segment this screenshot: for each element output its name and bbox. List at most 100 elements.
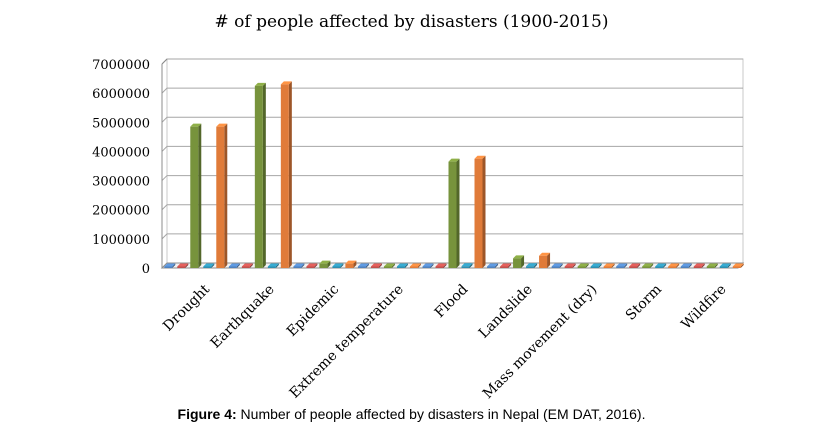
bar xyxy=(332,263,344,268)
y-tick-label: 4000000 xyxy=(92,145,150,160)
bar-front xyxy=(551,266,560,268)
bars xyxy=(164,81,744,269)
y-tick-label: 3000000 xyxy=(92,175,150,190)
bar xyxy=(526,263,538,268)
bar xyxy=(422,263,434,268)
bar-side xyxy=(663,263,667,268)
bar xyxy=(448,158,460,268)
bar-front xyxy=(435,266,444,268)
bar-side xyxy=(301,263,305,268)
bar-top xyxy=(732,263,744,267)
bar-top xyxy=(706,263,718,267)
bar xyxy=(732,263,744,268)
bar-top xyxy=(241,263,253,267)
y-tick-label: 0 xyxy=(142,262,150,277)
gridline xyxy=(161,87,743,94)
bar-front xyxy=(513,258,522,268)
bar-side xyxy=(172,263,176,268)
bar-side xyxy=(288,81,292,269)
bar-front xyxy=(693,266,702,268)
bar xyxy=(267,263,279,268)
bar-front xyxy=(461,266,470,268)
bar-side xyxy=(727,263,731,268)
bar-top xyxy=(254,82,266,86)
gridline xyxy=(161,116,743,123)
bar xyxy=(577,263,589,268)
bar xyxy=(564,263,576,268)
bar xyxy=(396,263,408,268)
bar-side xyxy=(701,263,705,268)
bar-front xyxy=(280,84,289,269)
bar xyxy=(370,263,382,268)
bar-side xyxy=(417,263,421,268)
bar xyxy=(190,123,202,269)
bar-top xyxy=(190,123,202,127)
x-tick-label: Flood xyxy=(432,281,472,321)
bar-front xyxy=(370,266,379,268)
bar-side xyxy=(327,260,331,268)
bar-chart: 0 1000000 2000000 3000000 4000000 5000000 6000… xyxy=(92,58,745,400)
bar-side xyxy=(714,263,718,268)
bar-front xyxy=(267,266,276,268)
bar xyxy=(319,260,331,268)
bar-front xyxy=(190,126,199,269)
bar-side xyxy=(185,263,189,268)
bar-side xyxy=(404,263,408,268)
figure-caption: Figure 4: Number of people affected by d… xyxy=(0,406,823,422)
bar-front xyxy=(603,266,612,268)
bar xyxy=(383,263,395,268)
bar-front xyxy=(357,266,366,268)
bar-front xyxy=(655,266,664,268)
bar-front xyxy=(409,266,418,268)
bar xyxy=(177,263,189,268)
caption-text: Number of people affected by disasters i… xyxy=(236,406,646,422)
bar-side xyxy=(521,255,525,268)
bar xyxy=(216,123,228,269)
bar-top xyxy=(719,263,731,267)
bar xyxy=(693,263,705,268)
bar-side xyxy=(508,263,512,268)
bar xyxy=(655,263,667,268)
x-tick-label: Epidemic xyxy=(284,281,342,339)
bar xyxy=(719,263,731,268)
bar xyxy=(474,155,486,268)
bar-top xyxy=(370,263,382,267)
y-tick-label: 6000000 xyxy=(92,87,150,102)
bar-side xyxy=(456,158,460,268)
bar-front xyxy=(254,85,263,268)
bar-side xyxy=(482,155,486,268)
bar-top xyxy=(616,263,628,267)
bar-top xyxy=(280,81,292,85)
bar-front xyxy=(732,266,741,268)
bar-top xyxy=(693,263,705,267)
bar-side xyxy=(275,263,279,268)
bar xyxy=(551,263,563,268)
bar-front xyxy=(422,266,431,268)
bar-top xyxy=(293,263,305,267)
bar-top xyxy=(345,260,357,264)
bar-top xyxy=(203,263,215,267)
bar-side xyxy=(534,263,538,268)
bar-front xyxy=(306,266,315,268)
bar-front xyxy=(629,266,638,268)
bar-side xyxy=(224,123,228,269)
y-tick-label: 7000000 xyxy=(92,58,150,73)
bar-front xyxy=(396,266,405,268)
bar-top xyxy=(228,263,240,267)
y-tick-label: 1000000 xyxy=(92,233,150,248)
bar-top xyxy=(177,263,189,267)
bar-front xyxy=(241,266,250,268)
bar-front xyxy=(487,266,496,268)
bar-front xyxy=(448,161,457,268)
bar-front xyxy=(590,266,599,268)
bar-top xyxy=(577,263,589,267)
bar-front xyxy=(319,263,328,268)
bar-side xyxy=(676,263,680,268)
bar-top xyxy=(216,123,228,127)
bar-top xyxy=(680,263,692,267)
bar-side xyxy=(572,263,576,268)
bar xyxy=(306,263,318,268)
bar-top xyxy=(629,263,641,267)
x-tick-label: Wildfire xyxy=(678,282,729,333)
caption-label: Figure 4: xyxy=(177,406,237,422)
